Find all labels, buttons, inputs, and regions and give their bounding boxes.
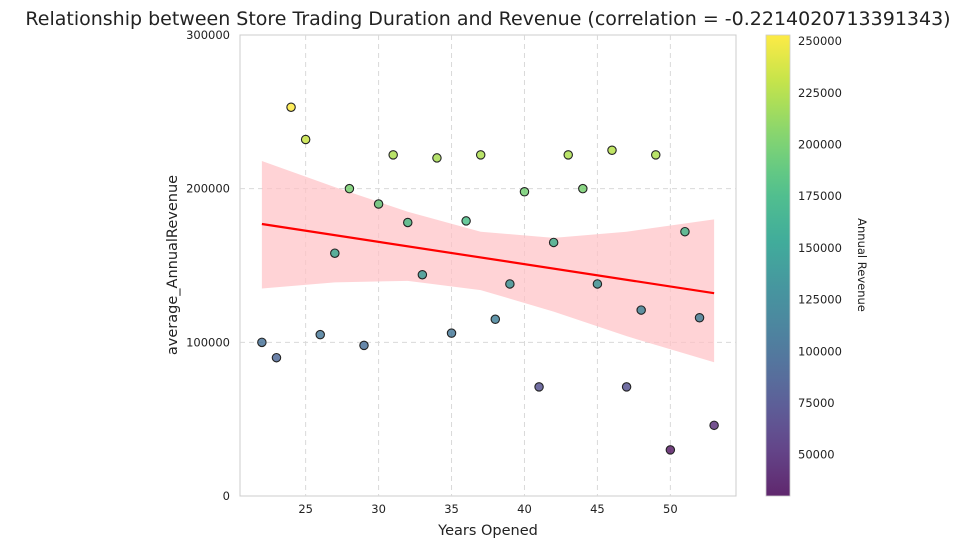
colorbar-tick-label: 150000: [798, 241, 842, 255]
scatter-point: [271, 352, 282, 363]
colorbar-label: Annual Revenue: [855, 218, 869, 312]
y-tick-label: 0: [223, 489, 230, 503]
scatter-point: [665, 445, 676, 455]
scatter-point: [490, 314, 501, 325]
colorbar: 50000 75000 100000 125000 150000 175000 200000…: [765, 34, 842, 497]
y-axis-label: average_AnnualRevenue: [165, 175, 181, 355]
colorbar-tick-label: 175000: [798, 189, 842, 203]
scatter-point: [403, 217, 413, 228]
y-tick-label: 200000: [186, 182, 230, 196]
scatter-point: [563, 150, 573, 160]
scatter-point: [388, 150, 398, 160]
x-tick-label: 40: [517, 502, 532, 516]
scatter-point: [694, 312, 705, 323]
scatter-point: [636, 305, 646, 315]
scatter-point: [330, 248, 340, 258]
colorbar-tick-label: 225000: [798, 86, 842, 100]
x-tick-label: 45: [590, 502, 605, 516]
scatter-point: [417, 269, 428, 280]
scatter-point: [446, 328, 457, 338]
scatter-point: [578, 183, 588, 194]
regression-line: [261, 222, 715, 295]
scatter-point: [315, 329, 325, 340]
x-tick-label: 25: [298, 502, 313, 516]
x-tick-label: 50: [663, 502, 678, 516]
y-tick-label: 300000: [186, 28, 230, 42]
scatter-point: [534, 382, 544, 392]
scatter-point: [432, 153, 442, 163]
scatter-point: [344, 183, 355, 194]
scatter-point: [709, 420, 719, 431]
chart-title: Relationship between Store Trading Durat…: [25, 8, 950, 30]
colorbar-tick-label: 200000: [798, 138, 842, 152]
colorbar-tick-label: 250000: [798, 34, 842, 48]
plot-area: 25 30 35 40 45 50 0 100000 200000 300000: [186, 28, 737, 516]
scatter-point: [519, 186, 530, 197]
scatter-point: [373, 199, 384, 209]
scatter-point: [621, 382, 632, 392]
scatter-point: [359, 340, 369, 351]
scatter-point: [257, 337, 267, 348]
scatter-point: [300, 134, 311, 145]
x-tick-label: 30: [371, 502, 386, 516]
scatter-point: [680, 226, 690, 237]
y-tick-label: 100000: [186, 335, 230, 349]
scatter-point: [651, 150, 661, 160]
colorbar-tick-label: 50000: [798, 448, 835, 462]
colorbar-tick-label: 75000: [798, 396, 835, 410]
x-axis-label: Years Opened: [437, 523, 538, 539]
scatter-point: [286, 102, 296, 112]
scatter-point: [461, 216, 471, 226]
scatter-point: [548, 237, 559, 248]
x-tick-label: 35: [444, 502, 459, 516]
colorbar-gradient: [765, 34, 791, 497]
scatter-point: [592, 279, 603, 289]
scatter-point: [505, 279, 515, 289]
confidence-band: [261, 161, 715, 363]
colorbar-tick-label: 125000: [798, 293, 842, 307]
colorbar-tick-label: 100000: [798, 344, 842, 358]
scatter-point: [475, 150, 486, 160]
scatter-point: [607, 145, 617, 156]
